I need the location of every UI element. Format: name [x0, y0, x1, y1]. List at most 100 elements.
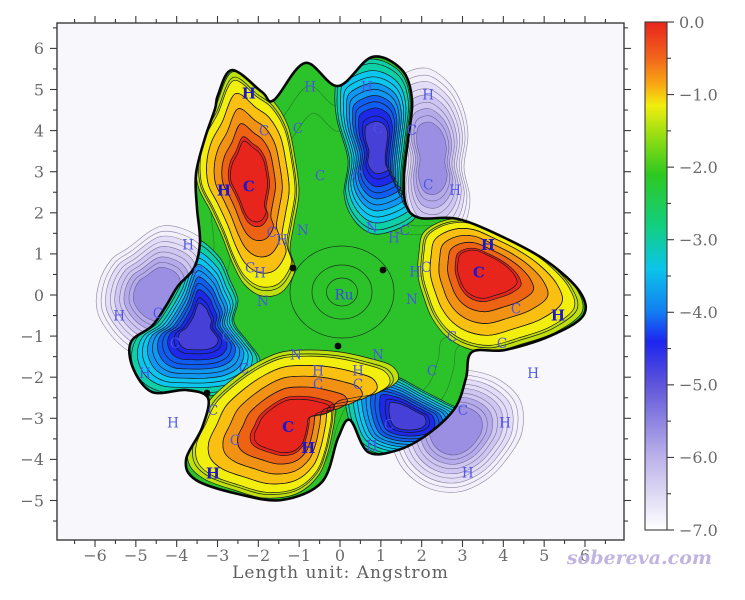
atom-label: N: [297, 223, 309, 239]
surface-junction: [379, 266, 387, 274]
atom-label: N: [406, 292, 418, 308]
center-contour-ring: [326, 277, 358, 307]
atom-label: C: [222, 330, 232, 346]
atom-label: C: [208, 403, 218, 419]
atom-label-bold: C: [282, 418, 294, 436]
contour-line: [343, 76, 409, 218]
atom-label: C: [423, 178, 433, 194]
atom-label: H: [499, 416, 511, 432]
contour-line: [152, 270, 241, 375]
contour-line: [438, 234, 549, 324]
x-tick-label: 5: [539, 546, 549, 565]
atom-label: C: [313, 377, 323, 393]
contour-line: [230, 140, 268, 223]
y-tick-label: −2: [20, 368, 44, 387]
contour-band: [364, 120, 390, 175]
contour-band: [388, 401, 427, 431]
x-tick-label: −5: [124, 546, 148, 565]
atom-label: C: [245, 261, 255, 277]
contour-band: [227, 136, 270, 227]
atom-label-bold: H: [206, 464, 220, 482]
surface-junction: [289, 264, 297, 272]
contour-line: [221, 123, 276, 241]
atom-label: H: [361, 80, 373, 96]
contour-line: [362, 115, 393, 180]
atom-label: C: [193, 265, 203, 281]
atom-label: N: [366, 221, 378, 237]
x-tick-label: −4: [165, 546, 189, 565]
atom-label: C: [407, 123, 417, 139]
atom-label: C: [421, 260, 431, 276]
contour-line: [207, 365, 378, 485]
atom-label: H: [366, 439, 378, 455]
y-tick-label: 5: [34, 80, 44, 99]
contour-line: [355, 101, 399, 194]
axes: −6 −5 −4 −3 −2 −1 0 1 2 3 4 5 6 −5 −4 −3 −2 −1 0 1 2 3 4 5 6 Leng…: [20, 16, 631, 583]
atom-label: C: [427, 364, 437, 380]
surface-regions: [129, 58, 584, 499]
atom-label: N: [290, 348, 302, 364]
atom-label: C: [293, 121, 303, 137]
atom-label: C: [497, 336, 507, 352]
contour-line: [429, 228, 563, 336]
x-tick-label: −2: [247, 546, 271, 565]
atom-label: C: [153, 306, 163, 322]
colorbar-tick-label: −5.0: [679, 376, 718, 395]
atom-label-bold: H: [217, 181, 231, 199]
atom-label: H: [182, 238, 194, 254]
x-axis-title: Length unit: Angstrom: [232, 563, 449, 583]
atom-label: H: [422, 88, 434, 104]
atom-label: H: [449, 183, 461, 199]
atom-label: C: [259, 124, 269, 140]
atom-label: H: [276, 233, 288, 249]
colorbar-tick-label: −3.0: [679, 230, 718, 249]
y-tick-label: 2: [34, 204, 44, 223]
contour-line: [198, 76, 297, 292]
contour-band: [416, 121, 448, 195]
atom-label: C: [267, 225, 277, 241]
colorbar-tick-label: 0.0: [679, 13, 704, 32]
contour-line: [349, 88, 404, 206]
atom-label-bold: H: [551, 306, 565, 324]
atom-label: H: [254, 266, 266, 282]
contour-line: [222, 375, 363, 475]
atom-label: H: [409, 265, 421, 281]
atom-label-bold: C: [243, 177, 255, 195]
contour-line: [173, 297, 223, 355]
surface-junction: [334, 342, 342, 350]
x-tick-label: −3: [206, 546, 230, 565]
atom-label: C: [447, 330, 457, 346]
x-tick-label: 6: [580, 546, 590, 565]
colorbar-tick-label: −2.0: [679, 158, 718, 177]
atom-label: C: [230, 433, 240, 449]
surface-outline: [128, 55, 588, 502]
atom-label: C: [170, 336, 180, 352]
atom-label: H: [312, 364, 324, 380]
contour-line: [402, 88, 462, 229]
colorbar: 0.0 −1.0 −2.0 −3.0 −4.0 −5.0 −6.0 −7.0: [644, 13, 718, 540]
x-tick-label: −6: [83, 546, 107, 565]
center-contour-ring: [311, 264, 373, 320]
atom-label: N: [372, 348, 384, 364]
atom-label: C: [373, 122, 383, 138]
atom-label: H: [352, 364, 364, 380]
atom-label: C: [352, 169, 362, 185]
center-atom-label: Ru: [335, 288, 354, 304]
atom-label: N: [257, 294, 269, 310]
atom-label: H: [139, 366, 151, 382]
contour-line: [192, 353, 394, 495]
contour-line: [162, 282, 232, 365]
y-tick-label: 3: [34, 162, 44, 181]
atom-label: C: [400, 223, 410, 239]
atom-label: C: [353, 377, 363, 393]
y-tick-label: 4: [34, 121, 44, 140]
y-tick-label: 0: [34, 286, 44, 305]
colorbar-tick-label: −6.0: [679, 448, 718, 467]
y-tick-label: 6: [34, 39, 44, 58]
contour-line: [253, 398, 331, 453]
atom-label-bold: H: [242, 84, 256, 102]
x-tick-label: −1: [287, 546, 311, 565]
contour-band: [178, 302, 219, 351]
atom-label: H: [462, 466, 474, 482]
